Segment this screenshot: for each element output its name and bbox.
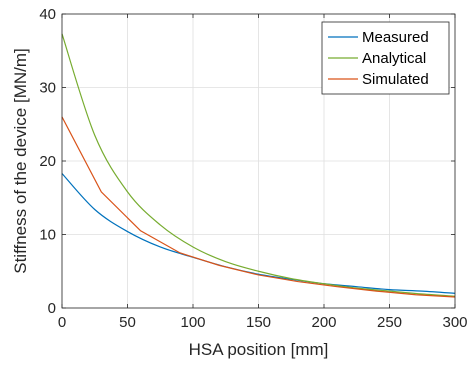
series-line-analytical: [61, 33, 456, 297]
tick-labels: 0 50 100 150 200 250 300 0 10 20 30 40: [39, 6, 467, 331]
x-tick-label: 100: [180, 314, 205, 331]
y-tick-label: 20: [39, 153, 56, 170]
legend-label: Measured: [362, 29, 429, 46]
y-tick-label: 40: [39, 6, 56, 23]
y-axis-label: Stiffness of the device [MN/m]: [11, 48, 30, 274]
legend: Measured Analytical Simulated: [321, 21, 450, 95]
series-layer: [61, 33, 456, 298]
x-tick-label: 50: [119, 314, 136, 331]
x-tick-label: 0: [58, 314, 66, 331]
series-line-simulated: [61, 116, 456, 298]
legend-label: Analytical: [362, 50, 426, 67]
ticks: [61, 13, 456, 309]
y-tick-label: 10: [39, 227, 56, 244]
y-tick-label: 30: [39, 80, 56, 97]
legend-label: Simulated: [362, 71, 429, 88]
x-tick-label: 200: [311, 314, 336, 331]
x-tick-label: 250: [377, 314, 402, 331]
x-axis-label: HSA position [mm]: [189, 340, 329, 359]
x-tick-label: 150: [246, 314, 271, 331]
series-line-measured: [61, 173, 456, 294]
y-tick-label: 0: [48, 300, 56, 317]
x-tick-label: 300: [442, 314, 467, 331]
